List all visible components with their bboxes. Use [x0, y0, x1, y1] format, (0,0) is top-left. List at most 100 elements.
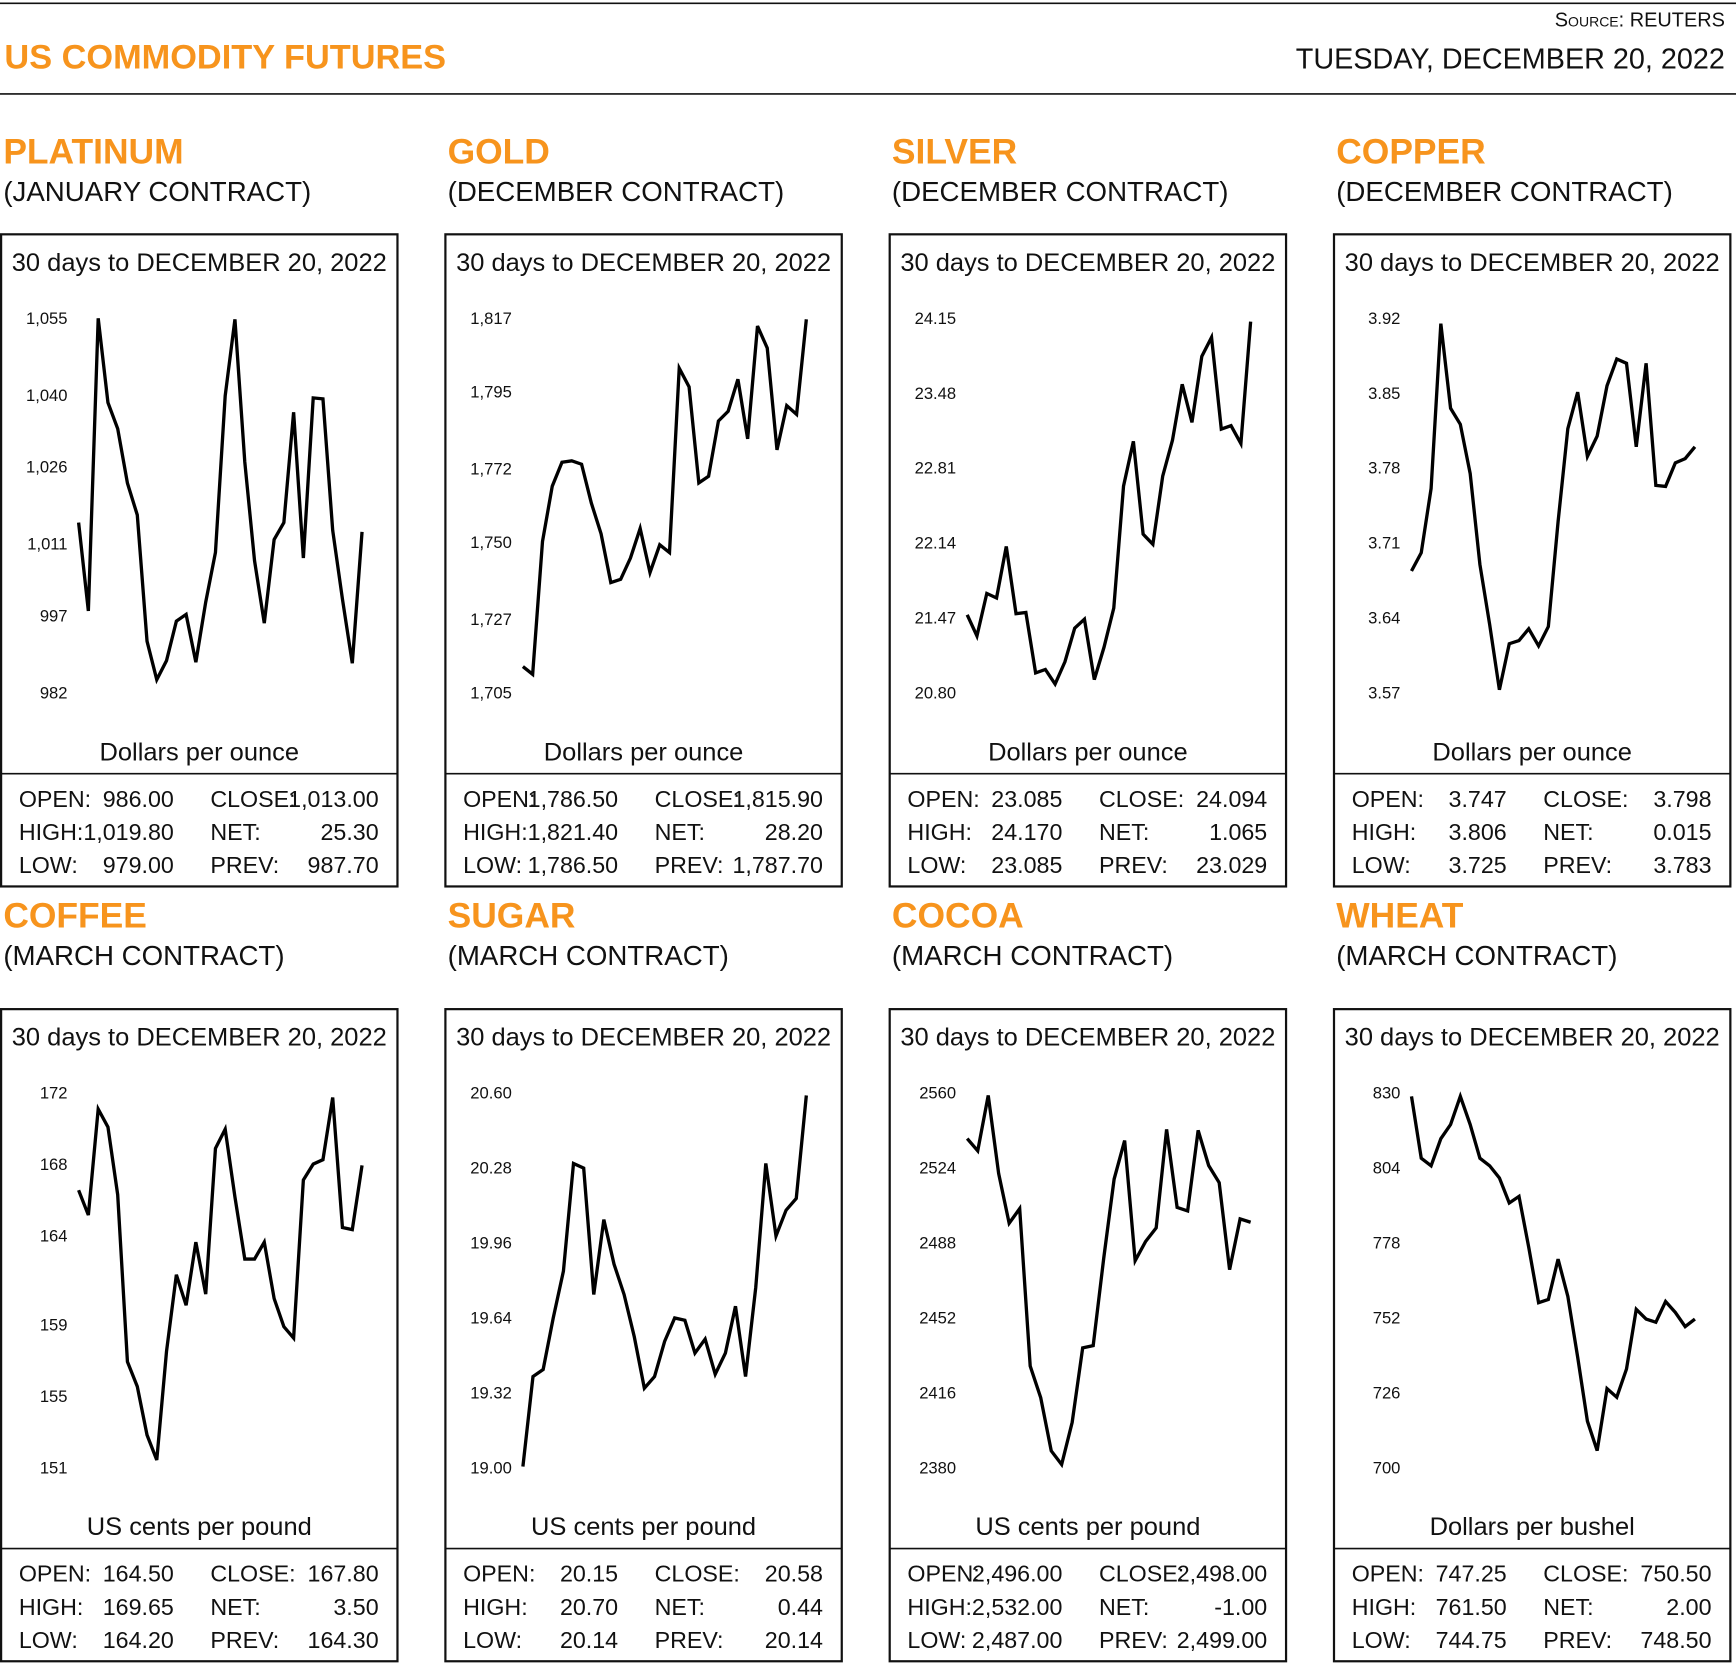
stat-value: 2,499.00 — [1177, 1627, 1267, 1653]
price-line — [77, 1097, 364, 1461]
stat-value: 2,498.00 — [1177, 1561, 1267, 1587]
stat-label: LOW: — [907, 1627, 966, 1653]
price-line — [1409, 1091, 1696, 1452]
stat-label: CLOSE: — [1543, 1561, 1628, 1587]
y-axis-label: Dollars per ounce — [100, 738, 300, 766]
panel-title: WHEAT — [1336, 896, 1464, 935]
date: TUESDAY, DECEMBER 20, 2022 — [1296, 44, 1725, 76]
stat-value: 1,019.80 — [83, 819, 173, 845]
y-tick-label: 3.78 — [1368, 459, 1400, 478]
price-line — [1410, 323, 1697, 691]
stat-label: PREV: — [1099, 1627, 1168, 1653]
y-tick-label: 1,750 — [470, 533, 512, 552]
y-axis-label: US cents per pound — [531, 1513, 756, 1541]
stat-value: 1,786.50 — [528, 786, 618, 812]
stat-value: 20.15 — [560, 1561, 618, 1587]
y-tick-label: 1,026 — [26, 458, 68, 477]
price-line — [965, 321, 1253, 688]
y-tick-label: 3.57 — [1368, 684, 1400, 703]
stat-value: 20.14 — [765, 1627, 823, 1653]
stat-value: 1,821.40 — [528, 819, 618, 845]
y-tick-label: 997 — [40, 607, 68, 626]
y-tick-label: 151 — [40, 1458, 68, 1477]
y-tick-label: 1,727 — [470, 610, 512, 629]
stat-label: LOW: — [463, 1627, 522, 1653]
y-tick-label: 804 — [1373, 1159, 1401, 1178]
stat-value: 167.80 — [308, 1561, 379, 1587]
y-tick-label: 22.81 — [915, 459, 957, 478]
y-tick-label: 2560 — [919, 1084, 956, 1103]
y-tick-label: 1,040 — [26, 386, 68, 405]
y-tick-label: 1,795 — [470, 382, 512, 401]
stat-label: OPEN: — [907, 1561, 979, 1587]
y-axis-label: Dollars per bushel — [1430, 1513, 1635, 1541]
stat-label: CLOSE: — [210, 786, 295, 812]
panel-box — [888, 233, 1288, 888]
stat-label: CLOSE: — [210, 1561, 295, 1587]
y-tick-label: 20.28 — [470, 1159, 512, 1178]
y-tick-label: 20.60 — [470, 1084, 512, 1103]
stat-label: OPEN: — [1352, 786, 1424, 812]
panel-box — [444, 1008, 843, 1663]
y-tick-label: 1,011 — [27, 535, 67, 554]
panel-note: 30 days to DECEMBER 20, 2022 — [12, 1024, 387, 1052]
y-tick-label: 164 — [40, 1226, 68, 1245]
stat-value: 164.30 — [308, 1627, 379, 1653]
stat-value: 1,013.00 — [288, 786, 378, 812]
stat-label: HIGH: — [19, 819, 84, 845]
y-tick-label: 23.48 — [915, 384, 957, 403]
stat-label: NET: — [1543, 1594, 1593, 1620]
panel-subtitle: (MARCH CONTRACT) — [448, 940, 729, 971]
stat-value: 1,815.90 — [732, 786, 822, 812]
stat-value: 3.50 — [333, 1594, 378, 1620]
panel-title: GOLD — [448, 133, 550, 172]
panel-box — [0, 233, 399, 888]
stat-value: 23.085 — [991, 852, 1062, 878]
panel-subtitle: (MARCH CONTRACT) — [1336, 940, 1617, 971]
panel-subtitle: (DECEMBER CONTRACT) — [892, 176, 1229, 207]
stat-value: 164.50 — [103, 1561, 174, 1587]
price-line — [76, 318, 364, 685]
stat-label: NET: — [210, 1594, 260, 1620]
stat-label: PREV: — [210, 852, 279, 878]
y-tick-label: 778 — [1373, 1234, 1401, 1253]
y-axis-label: Dollars per ounce — [1432, 738, 1632, 766]
stat-label: LOW: — [907, 852, 966, 878]
stat-label: HIGH: — [1352, 1594, 1417, 1620]
price-line — [521, 319, 808, 678]
stat-label: LOW: — [1352, 852, 1411, 878]
y-tick-label: 3.64 — [1368, 609, 1400, 628]
panel-title: SILVER — [892, 133, 1017, 172]
panel-subtitle: (DECEMBER CONTRACT) — [448, 176, 785, 207]
panel-title: COFFEE — [3, 896, 147, 935]
panel-subtitle: (MARCH CONTRACT) — [3, 940, 284, 971]
stat-value: 1,787.70 — [732, 852, 822, 878]
panel-title: COCOA — [892, 896, 1024, 935]
stat-label: LOW: — [463, 852, 522, 878]
y-tick-label: 24.15 — [915, 309, 957, 328]
stat-label: CLOSE: — [1099, 1561, 1184, 1587]
y-tick-label: 2380 — [919, 1458, 956, 1477]
y-tick-label: 22.14 — [915, 534, 957, 553]
stat-label: LOW: — [19, 1627, 78, 1653]
y-tick-label: 2488 — [919, 1234, 956, 1253]
panel-box — [0, 1008, 399, 1663]
stat-label: NET: — [210, 819, 260, 845]
stat-label: CLOSE: — [655, 1561, 740, 1587]
stat-label: NET: — [1543, 819, 1593, 845]
y-tick-label: 19.64 — [470, 1308, 512, 1327]
y-tick-label: 20.80 — [915, 684, 957, 703]
y-tick-label: 700 — [1373, 1458, 1401, 1477]
stat-label: NET: — [1099, 819, 1149, 845]
y-tick-label: 2524 — [919, 1159, 956, 1178]
panel-box — [888, 1008, 1288, 1663]
stat-value: 2.00 — [1666, 1594, 1711, 1620]
stat-label: PREV: — [655, 1627, 724, 1653]
y-tick-label: 1,772 — [470, 459, 512, 478]
y-tick-label: 2416 — [919, 1383, 956, 1402]
stat-label: PREV: — [1543, 1627, 1612, 1653]
stat-label: NET: — [655, 1594, 705, 1620]
stat-value: 3.747 — [1449, 786, 1507, 812]
y-tick-label: 168 — [40, 1155, 68, 1174]
